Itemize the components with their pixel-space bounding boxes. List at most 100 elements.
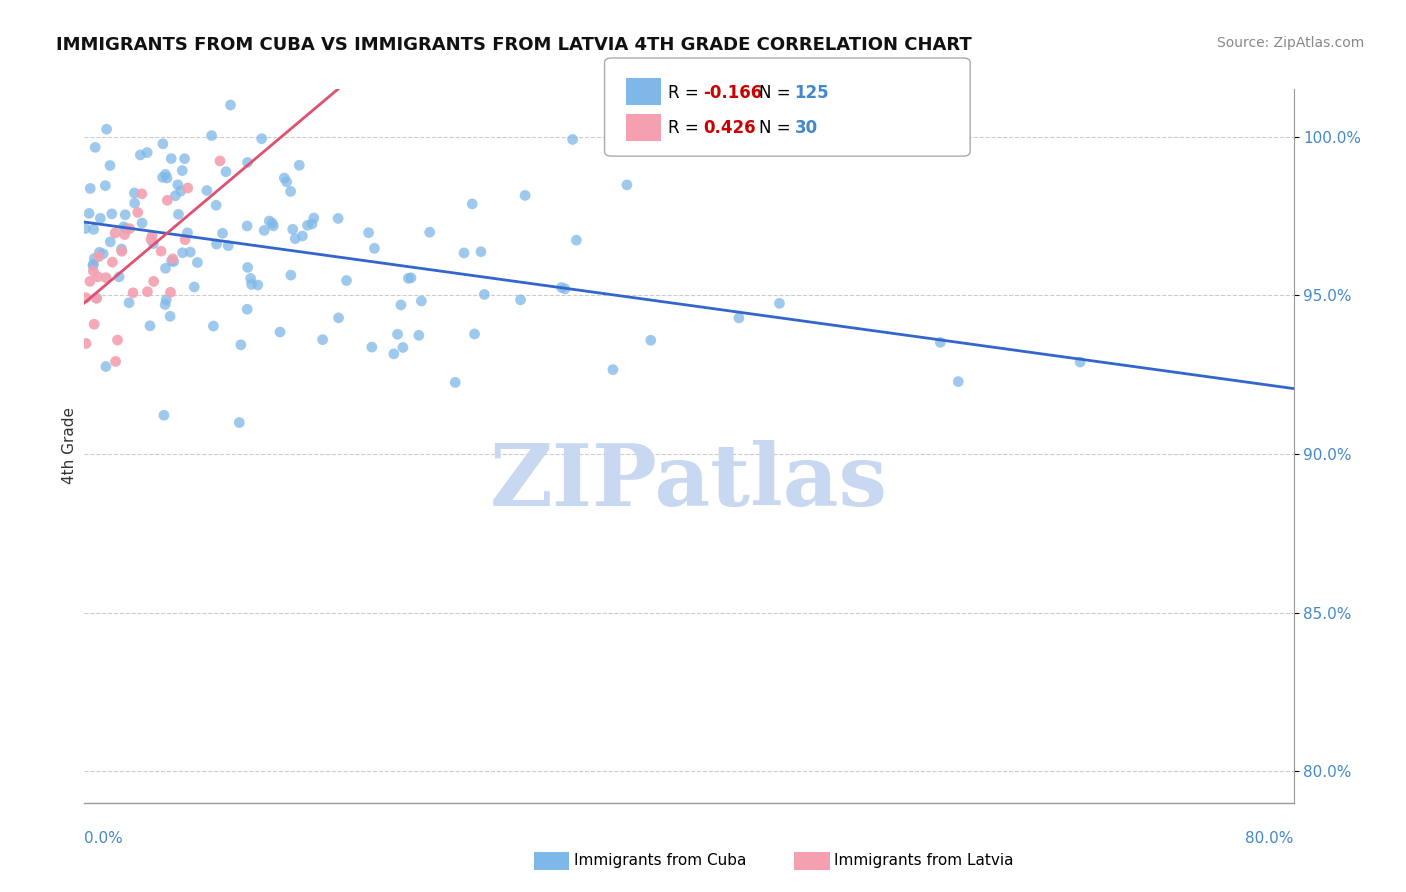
Point	[136, 285, 159, 299]
Point	[284, 232, 307, 246]
Point	[335, 273, 357, 287]
Point	[326, 211, 349, 226]
Y-axis label: 4th Grade: 4th Grade	[62, 408, 77, 484]
Point	[129, 148, 152, 162]
Point	[262, 216, 284, 230]
Point	[202, 319, 225, 334]
Point	[159, 285, 181, 300]
Point	[219, 98, 242, 112]
Point	[357, 226, 380, 240]
Point	[464, 326, 486, 341]
Point	[177, 181, 200, 195]
Point	[82, 264, 104, 278]
Point	[114, 208, 136, 222]
Point	[288, 158, 311, 172]
Point	[142, 236, 165, 251]
Point	[176, 226, 198, 240]
Point	[165, 188, 187, 202]
Point	[136, 145, 159, 160]
Point	[301, 217, 323, 231]
Point	[87, 250, 110, 264]
Point	[399, 270, 422, 285]
Point	[472, 287, 495, 301]
Point	[115, 221, 138, 235]
Text: Source: ZipAtlas.com: Source: ZipAtlas.com	[1216, 36, 1364, 50]
Point	[112, 219, 135, 234]
Point	[228, 416, 250, 430]
Point	[236, 302, 259, 317]
Point	[170, 184, 193, 198]
Point	[124, 186, 146, 200]
Point	[75, 221, 97, 235]
Point	[253, 223, 276, 237]
Point	[363, 241, 385, 255]
Point	[127, 205, 149, 219]
Point	[98, 235, 121, 249]
Point	[382, 347, 405, 361]
Point	[160, 152, 183, 166]
Point	[174, 233, 197, 247]
Point	[302, 211, 325, 225]
Point	[162, 252, 184, 266]
Point	[250, 131, 273, 145]
Point	[83, 222, 105, 236]
Point	[84, 140, 107, 154]
Point	[141, 229, 163, 244]
Point	[211, 227, 233, 241]
Point	[153, 297, 176, 311]
Point	[257, 214, 280, 228]
Point	[311, 333, 333, 347]
Point	[86, 291, 108, 305]
Point	[297, 219, 319, 233]
Point	[550, 280, 572, 294]
Point	[236, 219, 259, 233]
Point	[79, 181, 101, 195]
Point	[929, 335, 952, 350]
Point	[408, 328, 430, 343]
Point	[152, 170, 174, 185]
Point	[139, 318, 162, 333]
Point	[215, 165, 238, 179]
Point	[728, 310, 751, 325]
Text: ZIPatlas: ZIPatlas	[489, 440, 889, 524]
Point	[389, 298, 412, 312]
Point	[131, 186, 153, 201]
Text: 80.0%: 80.0%	[1246, 831, 1294, 846]
Point	[118, 295, 141, 310]
Point	[948, 375, 970, 389]
Point	[156, 171, 179, 186]
Point	[561, 132, 583, 146]
Point	[602, 362, 624, 376]
Text: 125: 125	[794, 84, 830, 102]
Point	[83, 252, 105, 266]
Point	[107, 333, 129, 347]
Point	[84, 291, 107, 305]
Point	[166, 178, 188, 192]
Point	[101, 207, 124, 221]
Point	[387, 327, 409, 342]
Point	[419, 225, 441, 239]
Point	[205, 237, 228, 252]
Point	[89, 211, 111, 226]
Point	[470, 244, 492, 259]
Text: R =: R =	[668, 84, 704, 102]
Point	[195, 184, 218, 198]
Point	[114, 227, 136, 242]
Point	[83, 317, 105, 331]
Point	[240, 277, 263, 292]
Point	[262, 219, 284, 233]
Point	[160, 254, 183, 268]
Point	[280, 185, 302, 199]
Point	[173, 152, 195, 166]
Text: 0.426: 0.426	[703, 120, 755, 137]
Text: N =: N =	[759, 120, 796, 137]
Text: Immigrants from Latvia: Immigrants from Latvia	[834, 854, 1014, 868]
Point	[152, 136, 174, 151]
Point	[183, 280, 205, 294]
Point	[153, 409, 176, 423]
Point	[159, 310, 181, 324]
Text: Immigrants from Cuba: Immigrants from Cuba	[574, 854, 747, 868]
Point	[616, 178, 638, 192]
Point	[82, 259, 104, 273]
Point	[104, 354, 127, 368]
